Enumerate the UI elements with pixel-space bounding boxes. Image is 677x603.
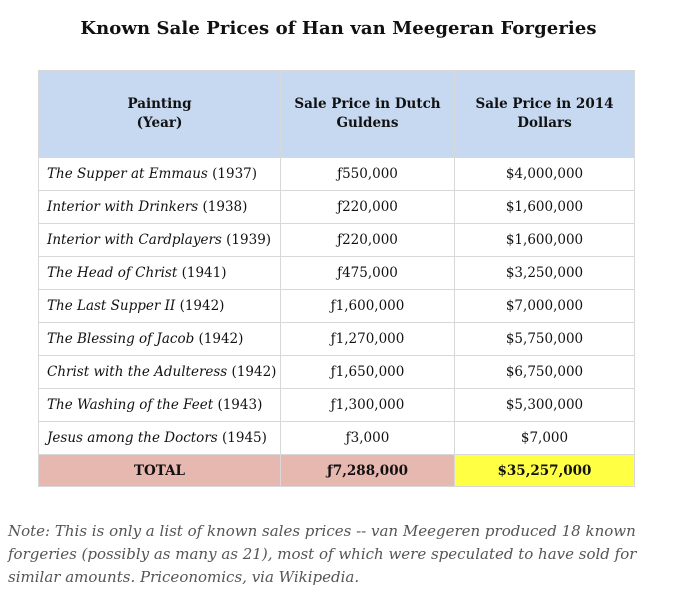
painting-title: Interior with Drinkers <box>47 199 199 215</box>
painting-title: The Supper at Emmaus <box>47 166 208 182</box>
painting-title: Christ with the Adulteress <box>47 364 228 380</box>
total-guilders-cell: ƒ7,288,000 <box>280 454 455 487</box>
painting-cell: Jesus among the Doctors (1945) <box>38 421 281 455</box>
dollars-cell: $4,000,000 <box>454 157 635 191</box>
total-dollars-cell: $35,257,000 <box>454 454 635 487</box>
painting-cell: Interior with Cardplayers (1939) <box>38 223 281 257</box>
header-painting: Painting (Year) <box>38 70 281 158</box>
table-header-row: Painting (Year) Sale Price in Dutch Guld… <box>38 70 635 158</box>
page-title: Known Sale Prices of Han van Meegeran Fo… <box>80 18 597 39</box>
footnote: Note: This is only a list of known sales… <box>8 522 637 586</box>
painting-year: (1942) <box>231 364 277 380</box>
header-dollars: Sale Price in 2014 Dollars <box>454 70 635 158</box>
painting-year: (1941) <box>181 265 227 281</box>
painting-year: (1938) <box>202 199 248 215</box>
total-row: TOTAL ƒ7,288,000 $35,257,000 <box>38 454 635 487</box>
header-guilders: Sale Price in Dutch Guldens <box>280 70 455 158</box>
table-row: Christ with the Adulteress (1942) ƒ1,650… <box>38 355 635 389</box>
table-row: Interior with Drinkers (1938) ƒ220,000 $… <box>38 190 635 224</box>
painting-year: (1939) <box>226 232 272 248</box>
total-label: TOTAL <box>38 454 281 487</box>
dollars-cell: $5,300,000 <box>454 388 635 422</box>
guilders-cell: ƒ3,000 <box>280 421 455 455</box>
dollars-cell: $5,750,000 <box>454 322 635 356</box>
dollars-cell: $3,250,000 <box>454 256 635 290</box>
painting-cell: Interior with Drinkers (1938) <box>38 190 281 224</box>
table-row: The Head of Christ (1941) ƒ475,000 $3,25… <box>38 256 635 290</box>
painting-year: (1942) <box>198 331 244 347</box>
painting-year: (1943) <box>217 397 263 413</box>
painting-cell: The Blessing of Jacob (1942) <box>38 322 281 356</box>
painting-cell: The Supper at Emmaus (1937) <box>38 157 281 191</box>
table-row: The Last Supper II (1942) ƒ1,600,000 $7,… <box>38 289 635 323</box>
painting-year: (1942) <box>179 298 225 314</box>
dollars-cell: $1,600,000 <box>454 190 635 224</box>
guilders-cell: ƒ1,650,000 <box>280 355 455 389</box>
painting-year: (1945) <box>222 430 267 446</box>
painting-year: (1937) <box>212 166 258 182</box>
sale-prices-table: Painting (Year) Sale Price in Dutch Guld… <box>38 70 635 487</box>
painting-cell: The Head of Christ (1941) <box>38 256 281 290</box>
painting-title: Jesus among the Doctors <box>47 430 218 446</box>
guilders-cell: ƒ550,000 <box>280 157 455 191</box>
painting-title: The Washing of the Feet <box>47 397 214 413</box>
guilders-cell: ƒ220,000 <box>280 190 455 224</box>
guilders-cell: ƒ1,600,000 <box>280 289 455 323</box>
dollars-cell: $7,000 <box>454 421 635 455</box>
guilders-cell: ƒ1,300,000 <box>280 388 455 422</box>
guilders-cell: ƒ220,000 <box>280 223 455 257</box>
painting-cell: The Washing of the Feet (1943) <box>38 388 281 422</box>
painting-title: Interior with Cardplayers <box>47 232 222 248</box>
guilders-cell: ƒ1,270,000 <box>280 322 455 356</box>
table-row: Jesus among the Doctors (1945) ƒ3,000 $7… <box>38 421 635 455</box>
painting-cell: Christ with the Adulteress (1942) <box>38 355 281 389</box>
table-row: The Washing of the Feet (1943) ƒ1,300,00… <box>38 388 635 422</box>
table-row: The Supper at Emmaus (1937) ƒ550,000 $4,… <box>38 157 635 191</box>
painting-title: The Last Supper II <box>47 298 176 314</box>
table-row: Interior with Cardplayers (1939) ƒ220,00… <box>38 223 635 257</box>
guilders-cell: ƒ475,000 <box>280 256 455 290</box>
dollars-cell: $1,600,000 <box>454 223 635 257</box>
table-row: The Blessing of Jacob (1942) ƒ1,270,000 … <box>38 322 635 356</box>
painting-cell: The Last Supper II (1942) <box>38 289 281 323</box>
painting-title: The Blessing of Jacob <box>47 331 195 347</box>
dollars-cell: $7,000,000 <box>454 289 635 323</box>
dollars-cell: $6,750,000 <box>454 355 635 389</box>
painting-title: The Head of Christ <box>47 265 178 281</box>
